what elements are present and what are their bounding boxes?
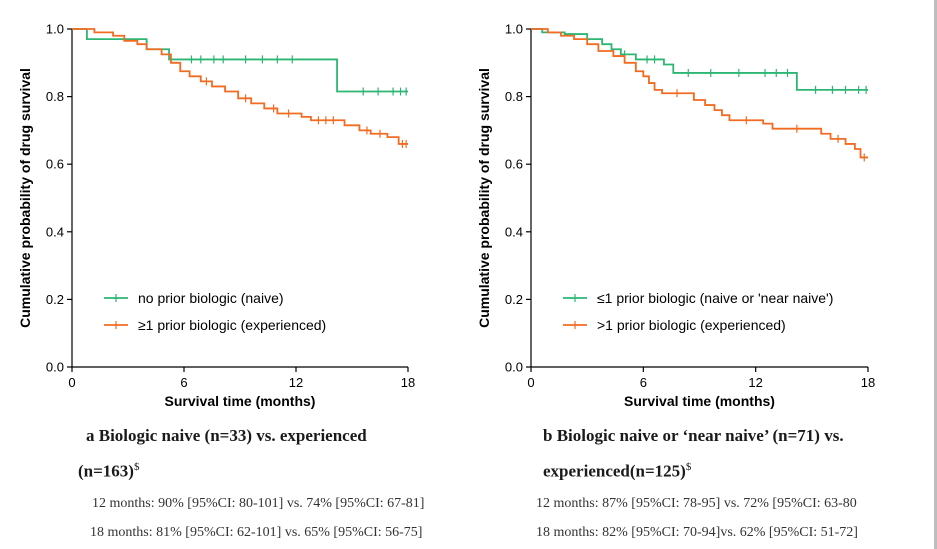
x-axis-title: Survival time (months): [165, 393, 316, 409]
frame-border: [934, 0, 937, 549]
legend-label: no prior biologic (naive): [138, 290, 284, 306]
series-line-0: [72, 28, 408, 93]
legend-label: >1 prior biologic (experienced): [597, 317, 786, 333]
caption-b-symbol: $: [685, 461, 692, 473]
legend-label: ≤1 prior biologic (naive or 'near naive'…: [597, 290, 833, 306]
y-axis-title: Cumulative probability of drug survival: [17, 68, 33, 328]
caption-a-text: a Biologic naive (n=33) vs. experienced: [86, 426, 367, 445]
y-tick-label: 0.2: [505, 292, 523, 307]
stat-b-12: 12 months: 87% [95%CI: 78-95] vs. 72% [9…: [536, 496, 857, 511]
caption-a-line2: (n=163)$: [78, 461, 139, 482]
caption-a-line1: a Biologic naive (n=33) vs. experienced: [86, 426, 367, 446]
series-line-0: [531, 28, 868, 91]
x-tick-label: 6: [180, 375, 187, 390]
y-tick-label: 0.6: [505, 157, 523, 172]
x-tick-label: 18: [401, 375, 415, 390]
y-axis-title: Cumulative probability of drug survival: [476, 68, 492, 328]
stat-a-18: 18 months: 81% [95%CI: 62-101] vs. 65% […: [90, 525, 423, 540]
y-tick-label: 0.0: [46, 360, 64, 375]
y-tick-label: 0.0: [505, 360, 523, 375]
caption-b-text: b Biologic naive or ‘near naive’ (n=71) …: [543, 426, 844, 445]
x-axis-title: Survival time (months): [624, 393, 775, 409]
y-tick-label: 0.8: [46, 89, 64, 104]
y-tick-label: 0.6: [46, 157, 64, 172]
x-tick-label: 0: [527, 375, 534, 390]
y-tick-label: 1.0: [505, 22, 523, 37]
stat-a-12: 12 months: 90% [95%CI: 80-101] vs. 74% […: [92, 496, 425, 511]
series-line-1: [531, 28, 868, 159]
x-tick-label: 12: [289, 375, 303, 390]
panel-b: 0.0 0.2 0.4 0.6 0.8 1.0 0 6 12 18 Survival time (m…: [476, 22, 875, 410]
x-tick-label: 0: [68, 375, 75, 390]
caption-b-text-2: experienced(n=125): [543, 461, 686, 481]
series-line-1: [72, 28, 408, 145]
y-tick-label: 0.4: [505, 224, 523, 239]
x-tick-label: 18: [861, 375, 875, 390]
y-tick-label: 0.2: [46, 292, 64, 307]
y-tick-label: 0.4: [46, 224, 64, 239]
x-tick-label: 6: [640, 375, 647, 390]
panel-a: 0.0 0.2 0.4 0.6 0.8 1.0 0 6 12 18 Survival time (m…: [17, 22, 415, 410]
legend-label: ≥1 prior biologic (experienced): [138, 317, 326, 333]
caption-a-text-2: (n=163): [78, 461, 134, 481]
caption-b-line2: experienced(n=125)$: [543, 461, 691, 482]
y-tick-label: 1.0: [46, 22, 64, 37]
y-tick-label: 0.8: [505, 89, 523, 104]
caption-a-symbol: $: [133, 461, 140, 473]
x-tick-label: 12: [748, 375, 762, 390]
caption-b-line1: b Biologic naive or ‘near naive’ (n=71) …: [543, 426, 844, 446]
stat-b-18: 18 months: 82% [95%CI: 70-94]vs. 62% [95…: [536, 525, 858, 540]
